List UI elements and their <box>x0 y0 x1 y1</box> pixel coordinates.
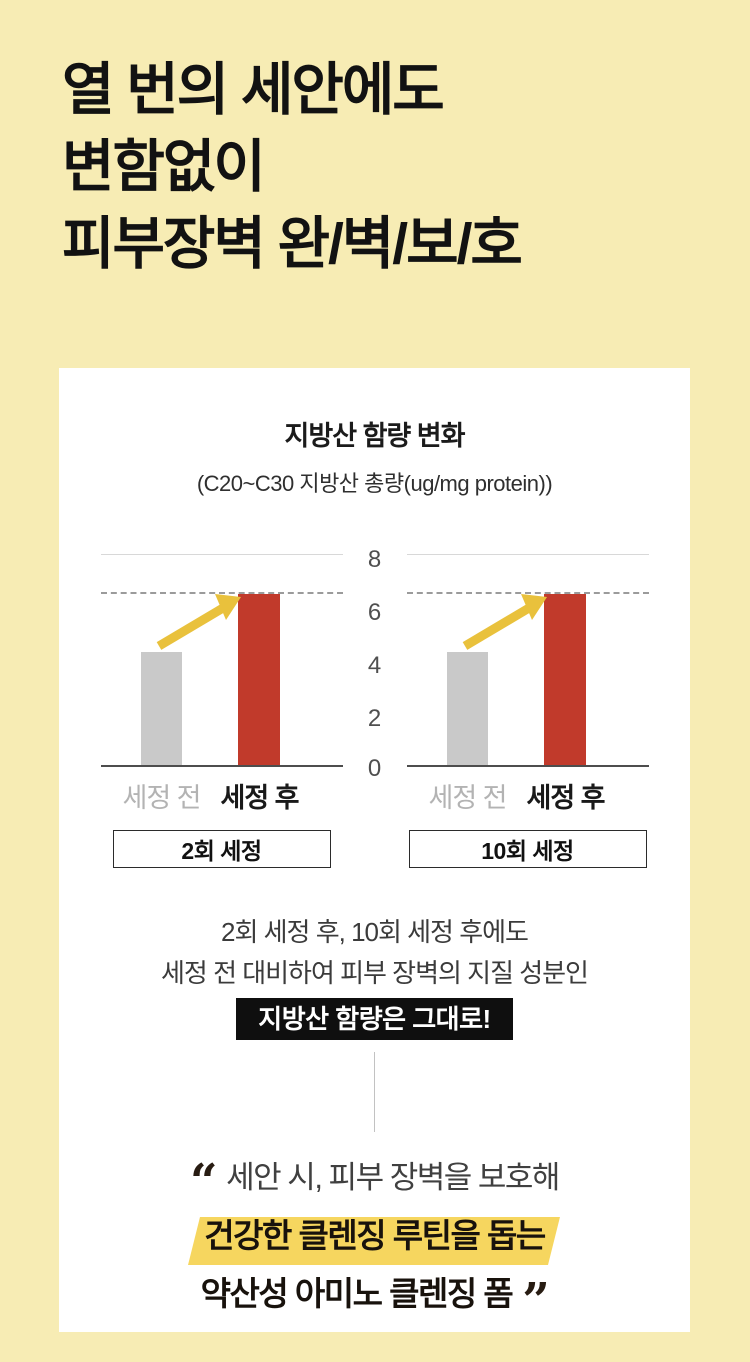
vertical-divider <box>374 1052 375 1132</box>
quote-block: “세안 시, 피부 장벽을 보호해 건강한 클렌징 루틴을 돕는 약산성 아미노… <box>59 1152 690 1325</box>
headline: 열 번의 세안에도 변함없이 피부장벽 완/벽/보/호 <box>62 52 523 283</box>
y-tick-4: 4 <box>367 652 382 679</box>
bar-labels-left: 세정 전 세정 후 <box>101 772 343 816</box>
bar-before-left <box>140 652 182 766</box>
bar-before-right <box>446 652 488 766</box>
gridline-top-left <box>100 554 343 555</box>
label-after-left: 세정 후 <box>220 783 299 813</box>
y-tick-2: 2 <box>367 705 382 732</box>
x-axis-right <box>406 765 649 767</box>
bar-labels-right: 세정 전 세정 후 <box>407 772 649 816</box>
y-tick-0: 0 <box>367 755 382 782</box>
description-line-2: 세정 전 대비하여 피부 장벽의 지질 성분인 <box>161 958 589 988</box>
chart-subtitle: (C20~C30 지방산 총량(ug/mg protein)) <box>196 471 553 496</box>
quote-line-2-text: 건강한 클렌징 루틴을 돕는 <box>204 1217 546 1254</box>
plot-area-right <box>406 554 649 767</box>
close-quote-icon: ” <box>522 1273 550 1329</box>
description-line-1: 2회 세정 후, 10회 세정 후에도 <box>221 917 529 947</box>
chart-title: 지방산 함량 변화 <box>284 421 466 451</box>
quote-line-1-text: 세안 시, 피부 장벽을 보호해 <box>226 1160 560 1195</box>
description: 2회 세정 후, 10회 세정 후에도 세정 전 대비하여 피부 장벽의 지질 … <box>59 912 690 994</box>
group-box-2-washes: 2회 세정 <box>112 830 331 868</box>
quote-line-2: 건강한 클렌징 루틴을 돕는 <box>59 1209 690 1265</box>
increase-arrow-icon <box>462 594 547 650</box>
headline-line-3: 피부장벽 완/벽/보/호 <box>62 212 523 276</box>
open-quote-icon: “ <box>190 1154 218 1210</box>
quote-line-1: “세안 시, 피부 장벽을 보호해 <box>59 1152 690 1206</box>
dashed-reference-line-right <box>406 591 649 594</box>
divider-row <box>59 1052 690 1132</box>
gridline-top-right <box>406 554 649 555</box>
headline-line-1: 열 번의 세안에도 <box>62 58 445 122</box>
quote-line-3: 약산성 아미노 클렌징 폼” <box>59 1267 690 1325</box>
increase-arrow-icon <box>156 594 241 650</box>
dashed-reference-line-left <box>100 591 343 594</box>
bar-after-left <box>237 593 280 766</box>
bar-after-right <box>543 593 586 766</box>
info-card: 지방산 함량 변화 (C20~C30 지방산 총량(ug/mg protein)… <box>59 368 690 1332</box>
label-before-right: 세정 전 <box>428 783 507 813</box>
chart-panel-2-washes: 세정 전 세정 후 2회 세정 <box>100 554 343 868</box>
chart-panel-10-washes: 세정 전 세정 후 10회 세정 <box>406 554 649 868</box>
y-tick-8: 8 <box>367 546 382 573</box>
y-axis: 8 6 4 2 0 <box>343 546 407 782</box>
x-axis-left <box>100 765 343 767</box>
highlighted-phrase: 건강한 클렌징 루틴을 돕는 <box>188 1209 561 1265</box>
badge-row: 지방산 함량은 그대로! <box>59 998 690 1040</box>
label-before-left: 세정 전 <box>122 783 201 813</box>
y-tick-6: 6 <box>367 599 382 626</box>
status-badge: 지방산 함량은 그대로! <box>236 998 513 1040</box>
headline-line-2: 변함없이 <box>62 135 266 199</box>
quote-line-3-text: 약산성 아미노 클렌징 폼 <box>200 1275 514 1312</box>
group-box-10-washes: 10회 세정 <box>408 830 647 868</box>
plot-area-left <box>100 554 343 767</box>
label-after-right: 세정 후 <box>526 783 605 813</box>
bar-chart: 세정 전 세정 후 2회 세정 8 6 4 2 0 <box>59 546 690 868</box>
